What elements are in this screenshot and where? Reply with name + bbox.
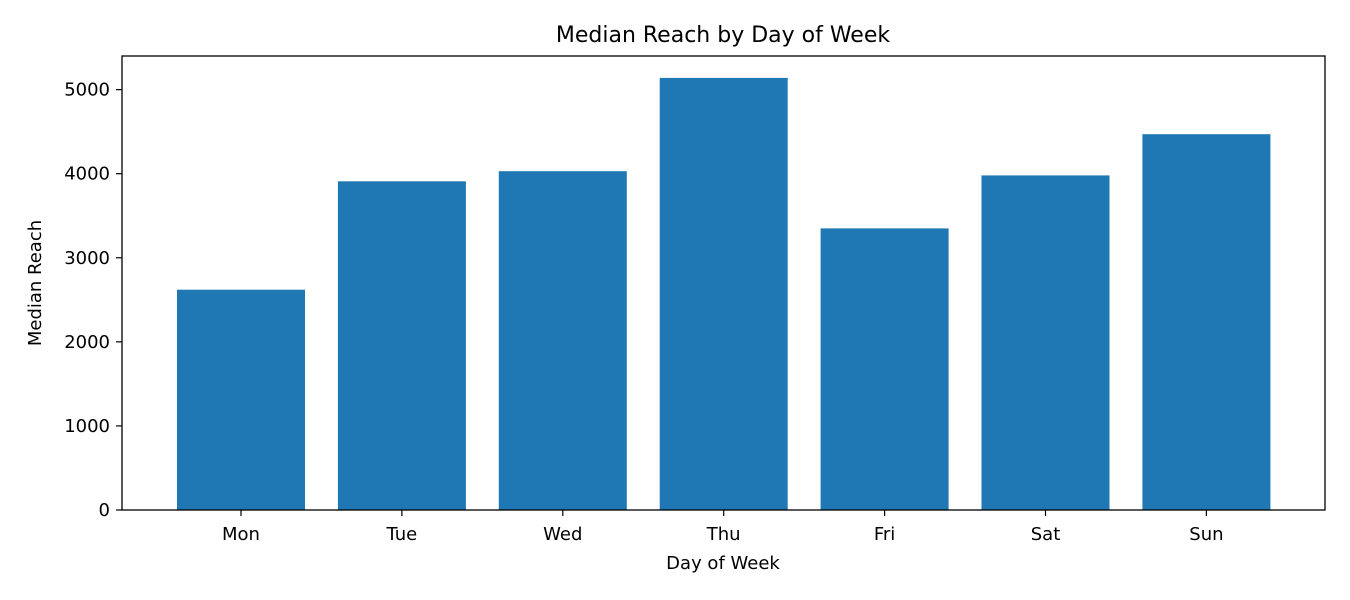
y-tick-label: 4000 [64, 164, 110, 185]
y-tick-label: 5000 [64, 80, 110, 101]
chart-title: Median Reach by Day of Week [556, 23, 891, 48]
bar-sun [1142, 134, 1271, 510]
y-tick-label: 3000 [64, 248, 110, 269]
y-tick-label: 2000 [64, 332, 110, 353]
x-tick-label: Thu [706, 524, 741, 545]
y-tick-label: 1000 [64, 416, 110, 437]
bar-mon [177, 289, 305, 510]
x-axis-label: Day of Week [666, 553, 780, 574]
x-tick-label: Fri [874, 524, 895, 545]
y-axis-ticks: 0 1000 2000 3000 4000 5000 [64, 80, 122, 521]
x-tick-label: Mon [222, 524, 260, 545]
bar-fri [820, 228, 949, 510]
y-axis-label: Median Reach [25, 220, 46, 346]
x-tick-label: Sun [1189, 524, 1223, 545]
plot-frame [121, 55, 1326, 511]
x-tick-label: Sat [1031, 524, 1061, 545]
x-tick-label: Tue [386, 524, 418, 545]
bars-group [177, 77, 1271, 511]
x-tick-label: Wed [543, 524, 582, 545]
x-axis-ticks: Mon Tue Wed Thu Fri Sat Sun [222, 510, 1224, 545]
bar-wed [498, 171, 627, 510]
bar-sat [981, 175, 1110, 510]
bar-thu [659, 77, 788, 511]
bar-tue [337, 181, 466, 511]
y-tick-label: 0 [99, 500, 110, 521]
